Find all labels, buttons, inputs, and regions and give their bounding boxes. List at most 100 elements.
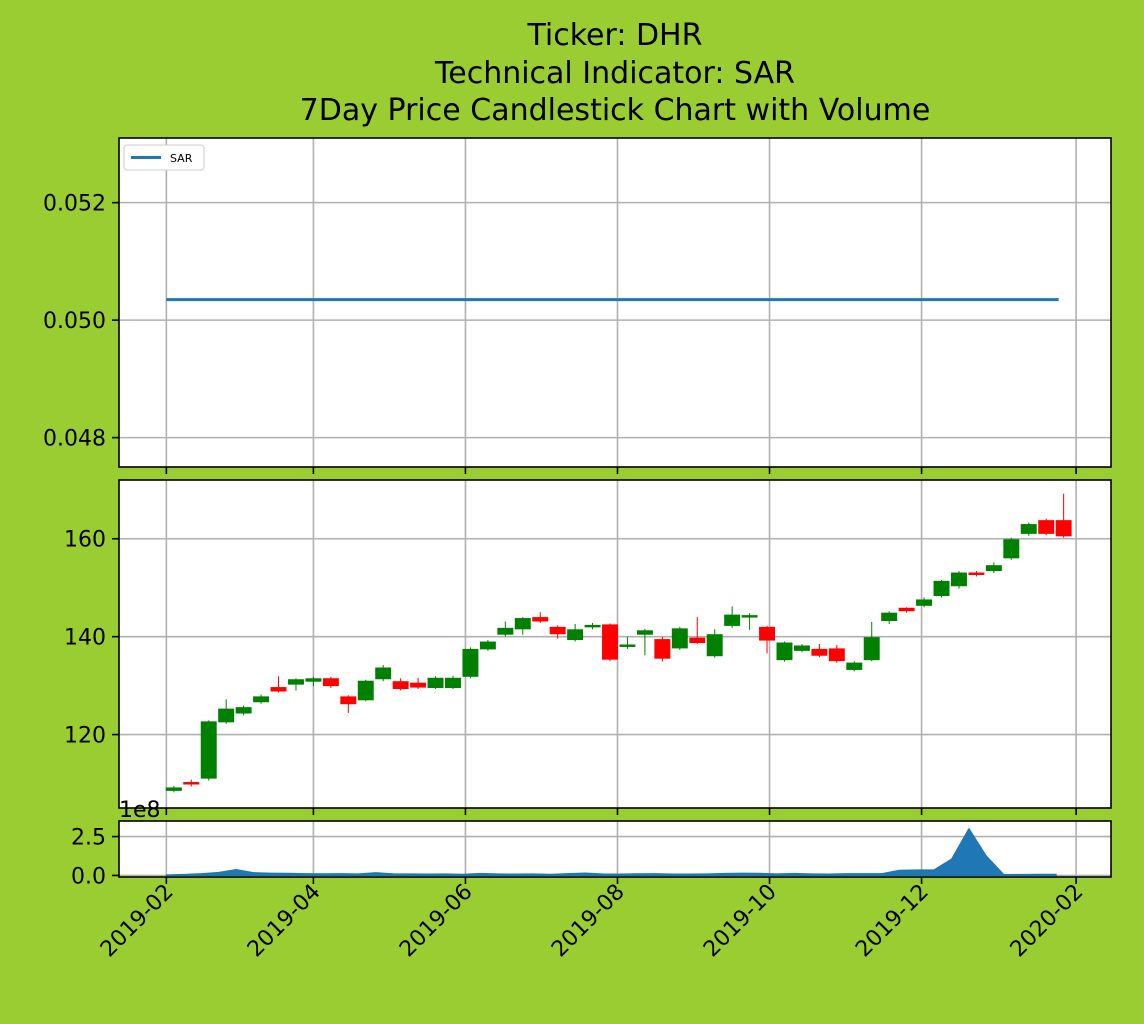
candle-up: [235, 705, 252, 716]
candle-up: [584, 622, 601, 630]
candle-up: [776, 641, 793, 662]
candle-body: [985, 565, 1002, 572]
candle-body: [514, 618, 531, 630]
sar-y-tick-label: 0.048: [43, 427, 106, 452]
candle-up: [305, 676, 322, 687]
candle-down: [898, 607, 915, 613]
candle-up: [985, 562, 1002, 574]
candle-up: [427, 676, 444, 690]
candle-body: [706, 634, 723, 657]
candle-up: [200, 720, 217, 781]
candle-up: [165, 785, 182, 793]
x-tick-label: 2019-12: [851, 880, 934, 963]
volume-y-tick-label: 0.0: [71, 864, 106, 889]
candle-body: [549, 626, 566, 635]
candle-down: [1055, 493, 1072, 538]
candle-up: [950, 571, 967, 589]
candle-down: [654, 636, 671, 662]
candle-down: [811, 644, 828, 658]
candle-body: [811, 648, 828, 656]
candle-up: [1020, 522, 1037, 536]
candle-down: [602, 623, 618, 662]
candle-up: [619, 636, 636, 649]
title-line-1: Ticker: DHR: [527, 18, 703, 53]
candle-up: [863, 621, 880, 662]
x-tick-label: 2019-04: [243, 880, 326, 963]
price-candlestick-panel: 120 140 160: [64, 479, 1112, 815]
price-y-tick-label: 120: [64, 724, 106, 749]
candle-body: [602, 624, 618, 660]
legend-box: [123, 144, 205, 171]
candle-body: [933, 580, 950, 597]
candle-body: [759, 626, 776, 641]
candle-body: [968, 572, 985, 575]
candle-up: [218, 699, 235, 724]
candle-body: [689, 637, 706, 644]
price-y-tick-label: 140: [64, 626, 106, 651]
candle-body: [584, 624, 601, 628]
candle-up: [253, 694, 270, 704]
candle-up: [462, 647, 479, 679]
candle-down: [759, 625, 776, 654]
candle-up: [1003, 537, 1020, 560]
candle-body: [200, 721, 217, 779]
candle-up: [445, 675, 461, 690]
candle-body: [776, 642, 793, 661]
title-line-3: 7Day Price Candlestick Chart with Volume: [300, 93, 931, 128]
candle-body: [1003, 539, 1020, 559]
candle-body: [357, 680, 374, 701]
candle-up: [497, 621, 514, 637]
candle-down: [549, 625, 566, 639]
candle-body: [218, 708, 235, 723]
candle-up: [287, 678, 304, 691]
sar-frame: [118, 137, 1112, 468]
price-frame: [118, 479, 1112, 809]
sar-y-tick-label: 0.050: [43, 309, 106, 334]
x-tick-label: 2019-06: [395, 880, 478, 963]
candle-body: [846, 662, 863, 670]
candles: [165, 493, 1072, 793]
x-tick-label: 2019-08: [547, 880, 630, 963]
candle-up: [724, 606, 741, 628]
x-tick-label: 2019-02: [96, 880, 179, 963]
candle-body: [287, 679, 304, 685]
candle-body: [322, 678, 339, 687]
title-line-2: Technical Indicator: SAR: [434, 56, 795, 91]
candle-up: [636, 628, 653, 656]
legend-label-sar: SAR: [170, 152, 193, 165]
candle-up: [793, 644, 810, 653]
candle-up: [479, 640, 496, 651]
volume-frame: [118, 820, 1112, 878]
candle-up: [357, 679, 374, 702]
candle-body: [671, 628, 688, 649]
candle-body: [724, 614, 741, 626]
candle-body: [1020, 524, 1037, 534]
candle-body: [741, 615, 758, 618]
candle-body: [636, 630, 653, 635]
candle-body: [183, 782, 200, 785]
candle-down: [968, 571, 985, 577]
candle-body: [462, 648, 479, 677]
candle-body: [654, 639, 671, 659]
candle-body: [445, 677, 461, 689]
candle-down: [392, 678, 409, 691]
sar-plot-area: [119, 138, 1111, 467]
candle-body: [375, 667, 392, 680]
candle-body: [619, 644, 636, 647]
candle-up: [706, 629, 723, 658]
candle-body: [427, 677, 444, 689]
candle-up: [846, 661, 863, 672]
candle-body: [863, 637, 880, 661]
volume-offset-label: 1e8: [119, 798, 161, 823]
volume-y-tick-label: 2.5: [71, 826, 106, 851]
candle-body: [1038, 520, 1055, 534]
legend: SAR: [123, 144, 205, 171]
candle-body: [479, 641, 496, 650]
candle-down: [1038, 518, 1055, 536]
candle-down: [270, 676, 287, 693]
candle-up: [933, 579, 950, 598]
candle-up: [916, 597, 933, 608]
candle-body: [165, 787, 182, 791]
candle-body: [828, 648, 845, 662]
